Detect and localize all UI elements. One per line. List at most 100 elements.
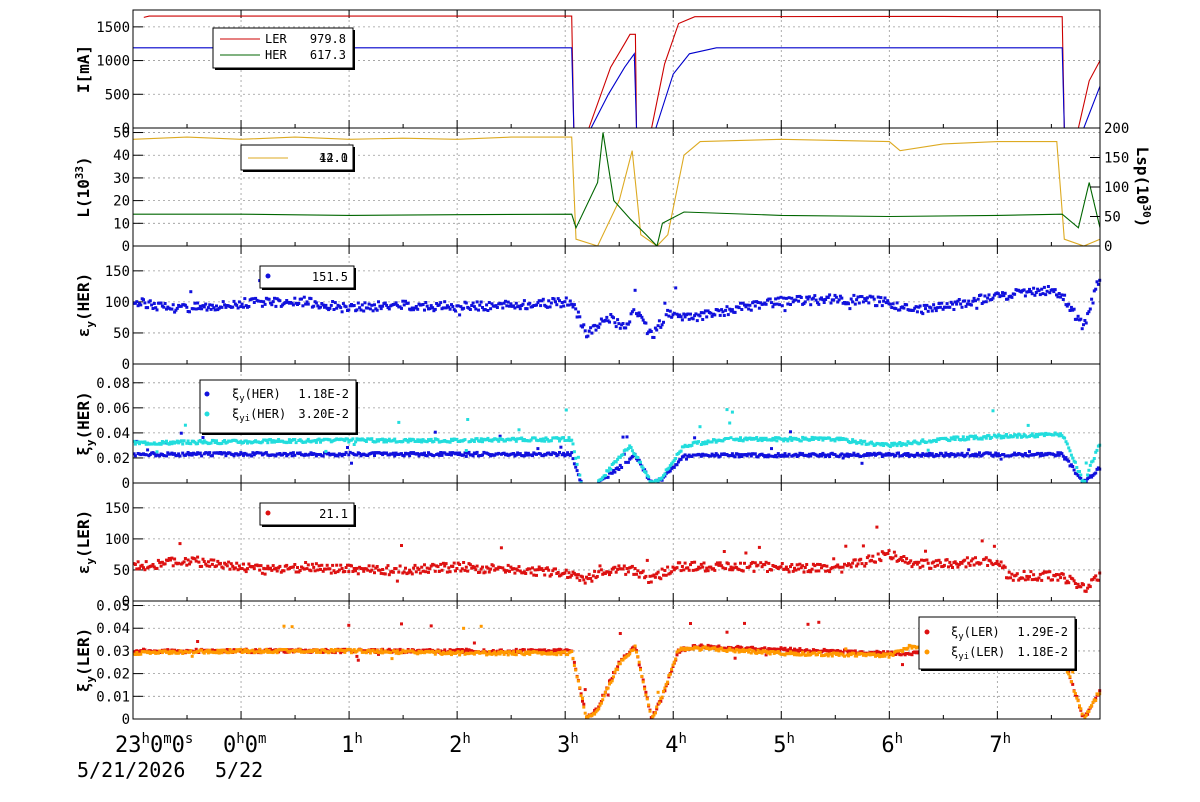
data-point [133,442,137,446]
data-point [724,647,728,651]
xtick-hour: 3 [557,733,570,758]
data-point [531,566,534,570]
data-point [513,437,517,441]
data-point [782,439,786,443]
data-point [1045,570,1049,574]
data-point [215,439,218,443]
data-point [559,445,563,449]
data-point [959,302,963,306]
data-point [622,564,626,568]
data-point [310,562,314,566]
data-point [302,295,306,299]
data-point [782,296,786,300]
data-point [652,573,656,577]
data-point [274,566,278,570]
data-point [691,453,695,457]
data-point [867,453,871,457]
data-point [1061,572,1065,576]
data-point [1051,288,1054,292]
xtick-sup: h [570,731,578,747]
data-point [764,649,768,653]
data-point [209,558,213,562]
data-point [991,409,995,413]
data-point [941,307,945,311]
data-point [525,453,529,457]
data-point [629,312,633,316]
data-point [974,556,977,560]
data-point [693,560,697,564]
data-point [143,440,147,444]
data-point [319,650,322,654]
data-point [468,563,472,567]
data-point [887,549,891,553]
data-point [216,648,220,652]
data-point [787,296,791,300]
data-point [718,561,722,565]
data-point [1094,471,1098,475]
data-point [358,452,362,455]
data-point [283,301,287,305]
data-point [879,452,883,456]
y2tick-label: 0 [1104,239,1112,255]
data-point [599,701,603,705]
data-point [479,567,483,571]
data-point [193,301,197,305]
data-point [753,452,757,456]
data-point [740,308,744,311]
data-point [716,453,719,457]
data-point [597,570,601,574]
data-point [798,562,802,566]
data-point [472,305,476,309]
data-point [262,300,266,304]
data-point [612,461,615,465]
data-point [690,443,694,447]
data-point [616,668,620,672]
data-point [879,559,883,563]
data-point [786,649,790,653]
data-point [219,561,222,565]
data-point [612,469,615,472]
data-point [674,286,678,290]
data-point [721,566,725,570]
data-point [583,581,587,585]
legend-xi-her [199,379,357,434]
data-point [709,311,713,315]
data-point [880,442,884,445]
data-point [1034,432,1038,436]
data-point [278,299,282,303]
data-point [824,298,828,301]
data-point [1014,573,1018,577]
data-point [412,308,416,312]
data-point [266,441,270,445]
data-point [319,440,322,444]
data-point [594,328,598,332]
data-point [932,560,936,564]
data-point [747,650,751,654]
data-point [581,699,584,703]
data-point [1087,310,1091,314]
data-point [323,305,326,309]
data-point [435,302,439,305]
data-point [556,297,560,301]
data-point [483,308,487,311]
y2tick-label: 50 [1104,210,1121,226]
data-point [347,623,351,627]
data-point [914,560,918,564]
data-point [659,325,663,329]
data-point [699,648,703,651]
data-point [566,576,570,579]
data-point [617,322,621,326]
data-point [583,711,587,715]
data-point [537,565,541,569]
data-point [495,306,499,309]
data-point [471,650,475,653]
data-point [685,457,688,461]
data-point [313,439,317,442]
data-point [994,451,998,455]
data-point [745,648,749,652]
data-point [544,453,548,457]
data-point [930,309,934,313]
data-point [368,307,372,311]
data-point [548,305,552,309]
data-point [774,297,778,301]
